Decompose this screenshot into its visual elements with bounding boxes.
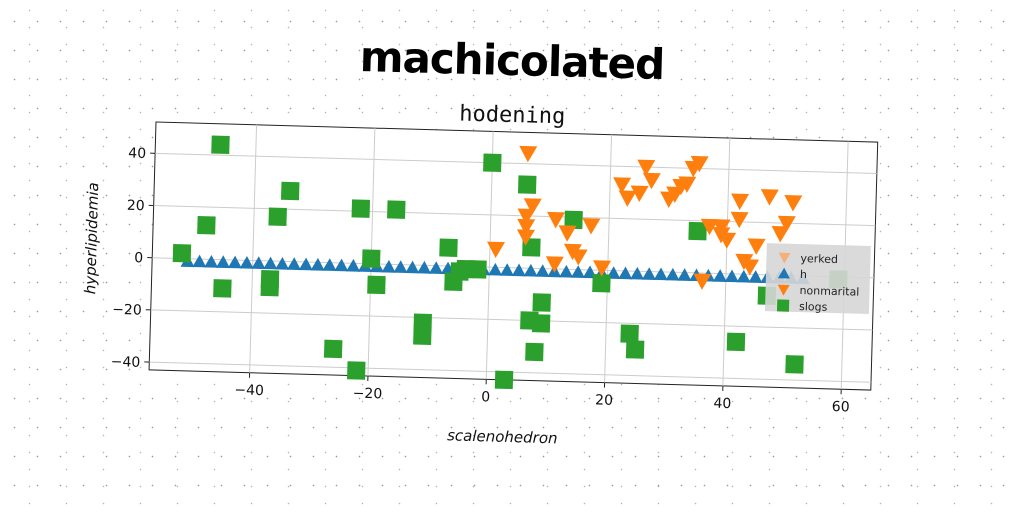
slogs-point (261, 278, 279, 296)
legend-label: slogs (799, 300, 828, 314)
y-tick-label: −20 (112, 302, 142, 319)
x-tick-label: 60 (832, 399, 850, 415)
slogs-point (197, 216, 215, 234)
y-axis-label: hyperlipidemia (81, 182, 102, 295)
x-tick-label: −40 (234, 382, 264, 399)
slogs-point (495, 371, 513, 389)
slogs-point (468, 260, 486, 278)
slogs-point (532, 293, 550, 311)
slogs-point (483, 153, 501, 171)
x-tick-label: −20 (352, 386, 382, 403)
legend-label: h (800, 268, 807, 281)
y-tick-label: 40 (128, 146, 146, 162)
slogs-point (413, 327, 431, 345)
slogs-point (592, 274, 610, 292)
legend-label: yerked (800, 252, 838, 266)
slogs-point (367, 276, 385, 294)
y-tick-label: 20 (127, 198, 145, 214)
x-axis-label: scalenohedron (447, 426, 558, 447)
slogs-point (525, 343, 543, 361)
slogs-point (347, 361, 365, 379)
legend-marker-slogs (777, 299, 789, 311)
x-tick-label: 0 (481, 389, 490, 405)
slogs-point (626, 340, 644, 358)
slogs-point (281, 182, 299, 200)
x-tick-label: 20 (595, 392, 613, 408)
slogs-point (362, 249, 380, 267)
slogs-point (620, 324, 638, 342)
slogs-point (518, 175, 536, 193)
slogs-point (439, 238, 457, 256)
slogs-point (211, 135, 229, 153)
slogs-point (173, 244, 191, 262)
legend-label: nonmarital (799, 284, 859, 299)
slogs-point (387, 200, 405, 218)
y-tick-label: −40 (111, 354, 141, 371)
chart-title: hodening (459, 101, 566, 129)
slogs-point (268, 208, 286, 226)
x-tick-label: 40 (713, 396, 731, 412)
slogs-point (213, 279, 231, 297)
slogs-point (352, 199, 370, 217)
y-tick-label: 0 (134, 250, 143, 266)
slogs-point (785, 355, 803, 373)
slogs-point (727, 333, 745, 351)
slogs-point (532, 314, 550, 332)
slogs-point (324, 340, 342, 358)
